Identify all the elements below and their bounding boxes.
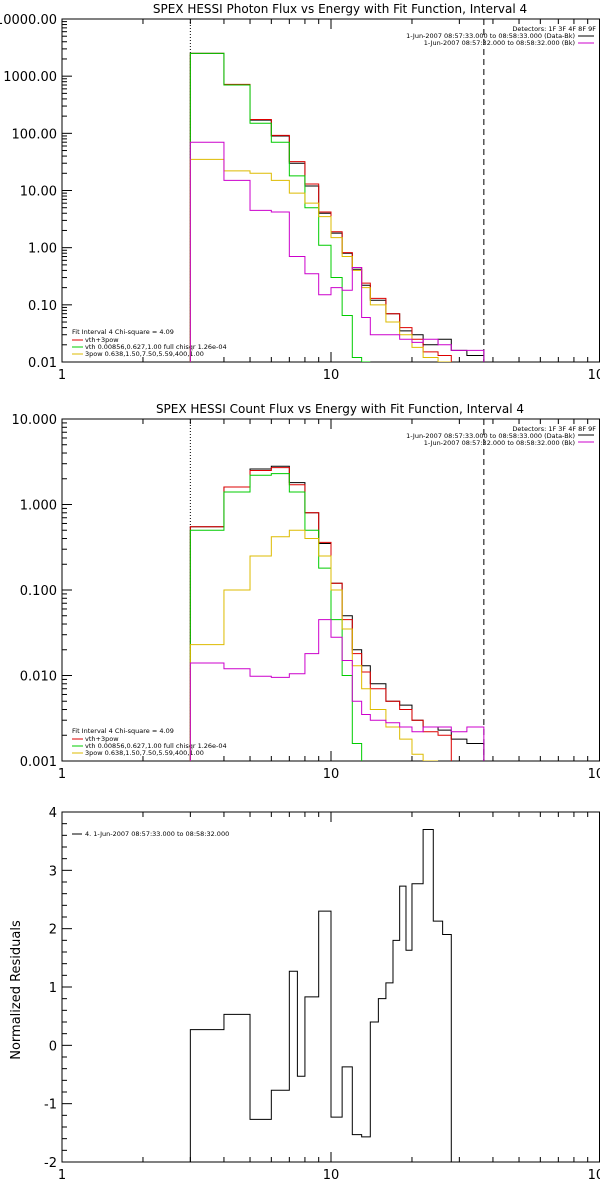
photon-y-tick-label: 0.10 [28, 299, 57, 314]
count-x-tick-label: 1 [58, 767, 66, 782]
photon-series-4-line [189, 141, 485, 362]
residuals-y-tick-label: -2 [44, 1156, 57, 1171]
residuals-y-tick-label: 4 [49, 806, 57, 821]
photon-x-tick-label: 100 [588, 368, 600, 383]
count-y-tick-label: 10.000 [12, 413, 58, 428]
count-x-tick-label: 10 [323, 767, 340, 782]
count-series-4-line [189, 619, 485, 761]
count-legend-bottom-3-label: 3pow 0.638,1.50,7.50,5.59,400,1.00 [85, 749, 204, 757]
count-y-tick-label: 0.100 [20, 584, 57, 599]
count-series-0-line [189, 465, 485, 761]
residuals-x-tick-label: 100 [588, 1168, 600, 1183]
count-flux-title: SPEX HESSI Count Flux vs Energy with Fit… [156, 402, 524, 416]
photon-legend-bottom-3-label: 3pow 0.638,1.50,7.50,5.59,400,1.00 [85, 350, 204, 358]
photon-y-tick-label: 1000.00 [3, 70, 57, 85]
residuals-y-tick-label: -1 [44, 1098, 57, 1113]
count-y-tick-label: 0.001 [20, 755, 57, 770]
photon-flux-panel: SPEX HESSI Photon Flux vs Energy with Fi… [0, 2, 600, 383]
count-legend-top-0-label: 1-Jun-2007 08:57:33.000 to 08:58:33.000 … [406, 432, 575, 440]
photon-y-tick-label: 10000.00 [0, 13, 57, 28]
count-series-3-line [189, 529, 439, 761]
residuals-legend-label: 4. 1-Jun-2007 08:57:33.000 to 08:58:32.0… [85, 830, 229, 838]
photon-y-tick-label: 100.00 [12, 127, 58, 142]
count-legend-bottom-1-label: vth+3pow [85, 735, 119, 743]
photon-axes-frame [61, 18, 600, 363]
photon-legend-top-1-label: 1-Jun-2007 08:57:32.000 to 08:58:32.000 … [424, 39, 575, 47]
photon-series-2-line [189, 52, 371, 362]
count-detectors-label: Detectors: 1F 3F 4F 8F 9F [512, 425, 596, 433]
residuals-y-tick-label: 1 [49, 981, 57, 996]
count-legend-top-1-label: 1-Jun-2007 08:57:32.000 to 08:58:32.000 … [424, 439, 575, 447]
photon-series-1-line [189, 52, 452, 362]
residuals-y-tick-label: 3 [49, 864, 57, 879]
residuals-y-axis-label: Normalized Residuals [9, 920, 24, 1060]
residuals-x-tick-label: 10 [323, 1168, 340, 1183]
residuals-x-tick-label: 1 [58, 1168, 66, 1183]
photon-y-tick-label: 0.01 [28, 356, 57, 371]
count-legend-bottom-0-label: Fit Interval 4 Chi-square = 4.09 [72, 727, 174, 735]
photon-series-0-line [189, 52, 485, 362]
count-series-1-line [189, 467, 452, 761]
photon-y-tick-label: 10.00 [20, 185, 57, 200]
photon-x-tick-label: 1 [58, 368, 66, 383]
residuals-y-tick-label: 2 [49, 923, 57, 938]
photon-y-tick-label: 1.00 [28, 242, 57, 257]
residuals-y-tick-label: 0 [49, 1039, 57, 1054]
residuals-series-0-line [189, 829, 452, 1162]
photon-legend-bottom-0-label: Fit Interval 4 Chi-square = 4.09 [72, 328, 174, 336]
photon-legend-bottom-1-label: vth+3pow [85, 336, 119, 344]
photon-x-tick-label: 10 [323, 368, 340, 383]
photon-legend-bottom-2-label: vth 0.00856,0.627,1.00 full chisqr 1.26e… [85, 343, 227, 351]
photon-legend-top-0-label: 1-Jun-2007 08:57:33.000 to 08:58:33.000 … [406, 32, 575, 40]
photon-detectors-label: Detectors: 1F 3F 4F 8F 9F [512, 25, 596, 33]
residuals-panel: Normalized Residuals 4. 1-Jun-2007 08:57… [9, 806, 600, 1183]
count-series-2-line [189, 473, 363, 761]
count-y-tick-label: 1.000 [20, 499, 57, 514]
count-x-tick-label: 100 [588, 767, 600, 782]
photon-flux-title: SPEX HESSI Photon Flux vs Energy with Fi… [153, 2, 527, 16]
count-y-tick-label: 0.010 [20, 670, 57, 685]
count-flux-panel: SPEX HESSI Count Flux vs Energy with Fit… [12, 402, 600, 782]
count-legend-bottom-2-label: vth 0.00856,0.627,1.00 full chisqr 1.26e… [85, 742, 227, 750]
